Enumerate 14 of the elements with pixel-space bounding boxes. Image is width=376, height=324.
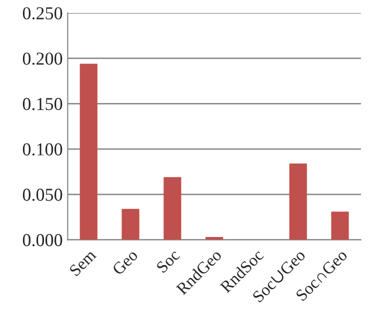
x-tick-label: Sem: [68, 248, 97, 277]
bar: [122, 208, 140, 240]
bar: [289, 164, 307, 240]
bar: [331, 212, 349, 240]
bar: [164, 177, 182, 240]
y-tick-label: 0.000: [22, 234, 62, 246]
bar: [80, 64, 98, 240]
bar: [206, 237, 224, 240]
y-tick-label: 0.200: [22, 52, 62, 65]
x-tick-label: Geo: [112, 248, 138, 276]
y-tick-label: 0.250: [22, 7, 62, 20]
y-tick-label: 0.100: [22, 143, 62, 156]
y-tick-label: 0.150: [22, 98, 62, 110]
y-tick-label: 0.050: [22, 188, 62, 201]
